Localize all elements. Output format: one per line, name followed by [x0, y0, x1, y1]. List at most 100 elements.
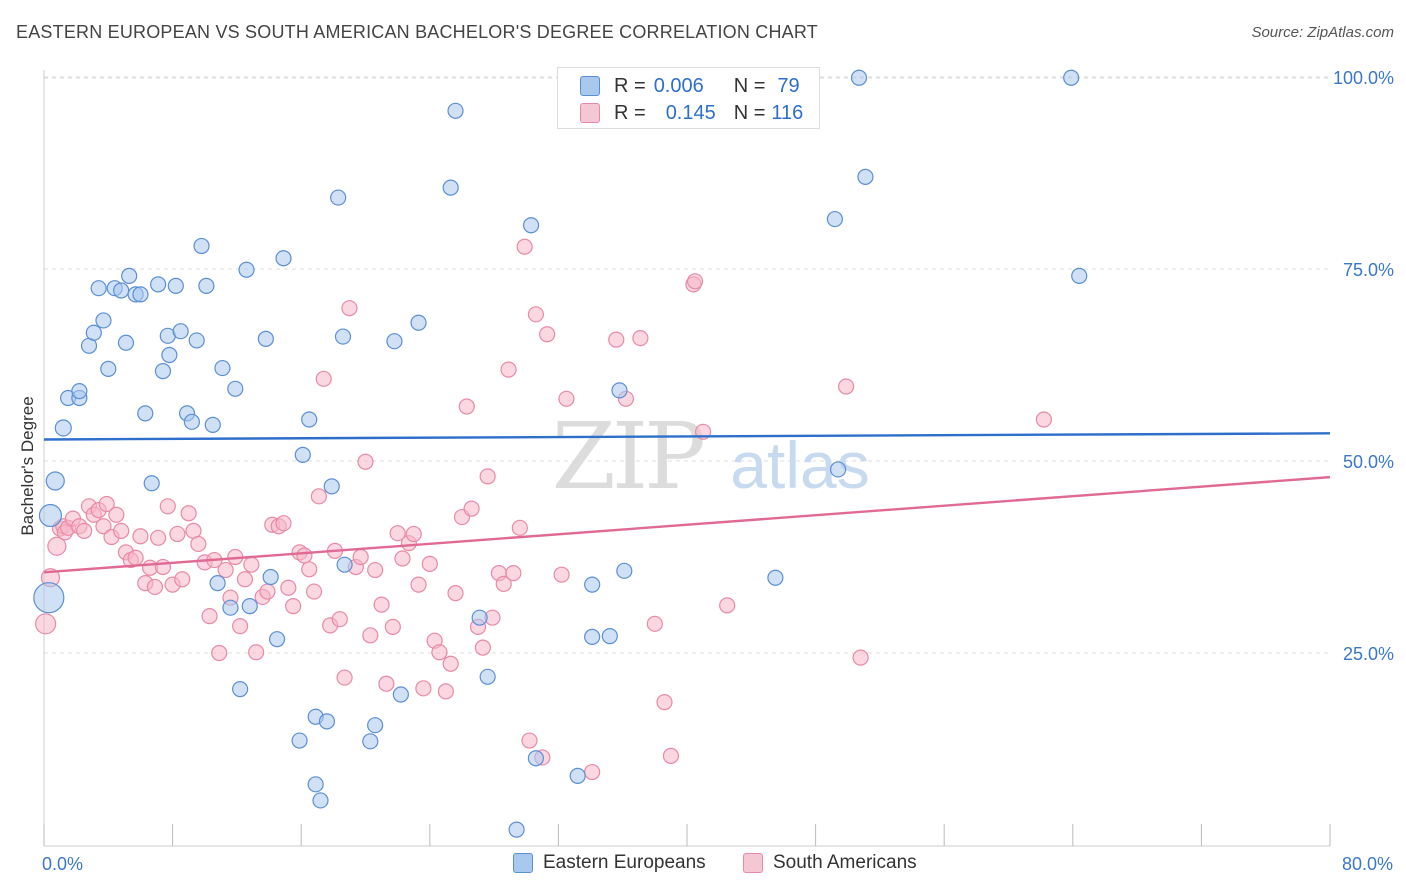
point-south-americans — [132, 528, 149, 545]
point-south-americans — [357, 453, 374, 470]
point-eastern-europeans — [323, 478, 340, 495]
point-eastern-europeans — [113, 282, 130, 299]
point-south-americans — [275, 515, 292, 532]
point-south-americans — [521, 732, 538, 749]
source-label: Source: ZipAtlas.com — [1251, 24, 1394, 41]
point-eastern-europeans — [154, 363, 172, 380]
point-eastern-europeans — [183, 413, 200, 430]
legend-r-value: 0.145 — [665, 101, 716, 124]
point-eastern-europeans — [117, 334, 135, 351]
point-south-americans — [367, 561, 384, 579]
point-eastern-europeans — [1063, 69, 1080, 86]
point-eastern-europeans — [100, 360, 117, 377]
point-south-americans — [378, 675, 395, 692]
legend-n-value: 79 — [777, 74, 800, 97]
point-south-americans — [662, 747, 680, 765]
point-south-americans — [500, 361, 517, 378]
point-south-americans — [495, 575, 512, 592]
point-eastern-europeans — [45, 471, 65, 491]
point-eastern-europeans — [569, 767, 586, 784]
point-south-americans — [539, 326, 556, 343]
point-south-americans — [211, 644, 228, 662]
trend-lines — [43, 432, 1331, 574]
legend-n-label: N = — [733, 101, 766, 124]
point-eastern-europeans — [830, 461, 847, 478]
point-eastern-europeans — [334, 328, 352, 345]
legend-r-label: R = — [614, 74, 646, 97]
point-eastern-europeans — [584, 576, 601, 593]
point-eastern-europeans — [54, 419, 72, 437]
point-south-americans — [1035, 411, 1052, 428]
point-eastern-europeans — [527, 750, 544, 767]
point-south-americans — [437, 683, 454, 700]
point-eastern-europeans — [584, 628, 601, 645]
point-eastern-europeans — [193, 237, 210, 255]
point-eastern-europeans — [209, 575, 226, 592]
point-eastern-europeans — [826, 210, 843, 228]
point-south-americans — [331, 611, 348, 628]
point-south-americans — [558, 390, 575, 407]
point-eastern-europeans — [167, 277, 184, 294]
bottom-legend-label: Eastern Europeans — [543, 852, 706, 873]
point-south-americans — [315, 370, 332, 387]
point-south-americans — [505, 565, 522, 582]
point-south-americans — [310, 488, 327, 505]
point-south-americans — [159, 498, 176, 515]
x-tick-label: 80.0% — [1342, 854, 1393, 874]
chart-title: EASTERN EUROPEAN VS SOUTH AMERICAN BACHE… — [16, 22, 818, 42]
point-south-americans — [632, 330, 649, 347]
bottom-legend-label: South Americans — [773, 852, 917, 873]
point-eastern-europeans — [188, 332, 205, 349]
point-south-americans — [217, 561, 234, 579]
point-south-americans — [553, 566, 570, 583]
point-south-americans — [352, 548, 369, 566]
point-eastern-europeans — [232, 680, 249, 698]
point-south-americans — [98, 495, 115, 513]
point-eastern-europeans — [312, 792, 329, 809]
point-eastern-europeans — [479, 668, 496, 685]
stats-legend: R = 0.006 N = 79 R = 0.145 N = 116 — [557, 67, 820, 129]
legend-swatch-pink — [580, 103, 600, 123]
point-south-americans — [415, 680, 432, 697]
point-south-americans — [243, 556, 260, 573]
point-south-americans — [47, 536, 67, 556]
grid-lines — [44, 76, 1330, 654]
axes — [43, 70, 1331, 847]
legend-row-eastern: R = 0.006 N = 79 — [580, 74, 800, 98]
point-eastern-europeans — [214, 359, 231, 377]
point-eastern-europeans — [301, 411, 318, 428]
point-south-americans — [259, 583, 276, 600]
point-eastern-europeans — [386, 333, 403, 350]
point-eastern-europeans — [150, 276, 167, 293]
point-south-americans — [584, 763, 601, 781]
point-eastern-europeans — [33, 582, 65, 614]
point-eastern-europeans — [767, 569, 784, 586]
point-south-americans — [389, 525, 406, 542]
point-eastern-europeans — [850, 69, 868, 86]
y-tick-label: 50.0% — [1343, 452, 1394, 472]
y-tick-label: 75.0% — [1343, 260, 1394, 280]
point-eastern-europeans — [410, 314, 427, 331]
bottom-swatch-blue — [513, 853, 533, 873]
point-eastern-europeans — [275, 250, 292, 267]
point-south-americans — [305, 583, 323, 600]
point-south-americans — [516, 238, 533, 255]
point-eastern-europeans — [601, 628, 618, 645]
point-south-americans — [341, 300, 358, 317]
watermark-atlas: atlas — [730, 428, 869, 502]
point-south-americans — [362, 627, 379, 644]
point-south-americans — [527, 306, 544, 323]
point-south-americans — [463, 500, 480, 517]
point-south-americans — [656, 694, 673, 711]
point-south-americans — [442, 655, 459, 672]
point-eastern-europeans — [132, 286, 149, 303]
point-south-americans — [232, 618, 249, 635]
point-south-americans — [686, 273, 704, 290]
point-south-americans — [421, 555, 438, 573]
point-south-americans — [474, 639, 491, 656]
point-eastern-europeans — [291, 732, 308, 749]
legend-swatch-blue — [580, 76, 600, 96]
tick-labels: 25.0% 50.0% 75.0% 100.0% 0.0% 80.0% — [42, 68, 1394, 874]
point-south-americans — [285, 598, 302, 615]
point-eastern-europeans — [257, 330, 274, 347]
